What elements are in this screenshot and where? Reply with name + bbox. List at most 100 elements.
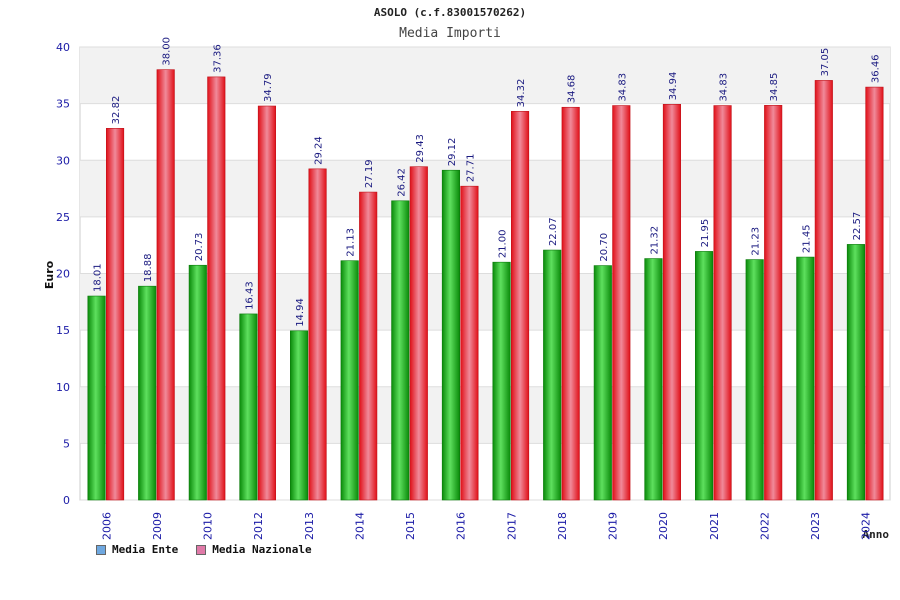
legend-label-media-nazionale: Media Nazionale <box>212 543 312 556</box>
bar-media-ente-2021 <box>695 251 714 501</box>
data-label: 14.94 <box>295 298 306 327</box>
data-label: 34.94 <box>668 72 679 101</box>
data-label: 21.00 <box>498 230 509 259</box>
bar-media-ente-2015 <box>391 200 410 501</box>
x-tick-label-2022: 2022 <box>758 512 771 540</box>
legend-swatch-media-nazionale <box>196 544 207 555</box>
y-tick-label: 20 <box>56 268 70 281</box>
bar-media-ente-2006 <box>87 295 106 501</box>
x-tick-label-2013: 2013 <box>303 512 316 540</box>
data-label: 37.05 <box>820 48 831 77</box>
data-label: 26.42 <box>396 168 407 197</box>
x-tick-label-2009: 2009 <box>151 512 164 540</box>
y-tick-label: 40 <box>56 41 70 54</box>
data-label: 22.57 <box>852 212 863 241</box>
chart-title: ASOLO (c.f.83001570262) <box>373 6 527 19</box>
x-tick-label-2016: 2016 <box>455 512 468 540</box>
legend-swatch-media-ente <box>96 544 106 555</box>
bar-media-ente-2009 <box>138 285 157 501</box>
data-label: 22.07 <box>548 217 559 246</box>
data-label: 21.45 <box>801 224 812 253</box>
bar-media-ente-2010 <box>188 264 207 501</box>
x-axis-label: Anno <box>863 528 890 541</box>
bar-media-nazionale-2016 <box>460 185 479 501</box>
data-label: 21.95 <box>700 219 711 248</box>
bar-media-nazionale-2020 <box>662 104 681 501</box>
y-tick-label: 35 <box>56 98 70 111</box>
bar-media-ente-2024 <box>846 244 865 501</box>
data-label: 34.85 <box>769 73 780 102</box>
x-tick-label-2012: 2012 <box>252 512 265 540</box>
y-tick-label: 30 <box>56 154 70 167</box>
x-tick-label-2021: 2021 <box>708 512 721 540</box>
bar-media-nazionale-2009 <box>156 69 175 501</box>
x-tick-label-2023: 2023 <box>809 512 822 540</box>
x-tick-label-2014: 2014 <box>353 512 366 540</box>
bar-media-ente-2014 <box>340 260 359 501</box>
bar-media-nazionale-2010 <box>207 76 226 501</box>
bar-media-ente-2017 <box>492 261 511 501</box>
data-label: 18.88 <box>143 254 154 283</box>
bar-media-nazionale-2015 <box>409 166 428 501</box>
bar-media-ente-2023 <box>796 256 815 501</box>
data-label: 21.32 <box>649 226 660 255</box>
x-tick-label-2017: 2017 <box>505 512 518 540</box>
bar-media-nazionale-2021 <box>713 105 732 501</box>
legend: Media Ente Media Nazionale <box>96 543 312 556</box>
data-label: 21.23 <box>751 227 762 256</box>
data-label: 20.70 <box>599 233 610 262</box>
bar-media-ente-2022 <box>745 259 764 501</box>
bar-media-ente-2018 <box>543 249 562 501</box>
data-label: 34.68 <box>567 75 578 104</box>
data-label: 34.32 <box>516 79 527 108</box>
bar-media-nazionale-2006 <box>106 128 125 501</box>
data-label: 29.43 <box>415 134 426 163</box>
data-label: 20.73 <box>194 233 205 262</box>
data-label: 29.12 <box>447 138 458 167</box>
data-label: 27.71 <box>465 154 476 183</box>
data-label: 16.43 <box>244 281 255 310</box>
bar-media-nazionale-2014 <box>359 191 378 501</box>
bar-media-ente-2013 <box>290 330 309 501</box>
y-tick-label: 10 <box>56 381 70 394</box>
bar-media-ente-2016 <box>441 169 460 501</box>
y-tick-label: 5 <box>63 437 70 450</box>
legend-label-media-ente: Media Ente <box>112 543 179 556</box>
data-label: 21.13 <box>346 228 357 257</box>
bar-media-nazionale-2019 <box>612 105 631 501</box>
data-label: 36.46 <box>870 54 881 83</box>
bar-media-nazionale-2018 <box>561 106 580 501</box>
bar-media-ente-2019 <box>593 265 612 501</box>
bar-media-nazionale-2013 <box>308 168 327 501</box>
bar-media-nazionale-2017 <box>511 111 530 501</box>
x-tick-label-2019: 2019 <box>607 512 620 540</box>
x-tick-label-2024: 2024 <box>860 512 873 540</box>
data-label: 34.79 <box>263 73 274 102</box>
data-label: 27.19 <box>364 159 375 188</box>
data-label: 38.00 <box>162 37 173 66</box>
x-tick-label-2020: 2020 <box>657 512 670 540</box>
legend-item-media-ente: Media Ente <box>96 543 178 556</box>
x-tick-label-2010: 2010 <box>202 512 215 540</box>
data-label: 37.36 <box>212 44 223 73</box>
y-tick-label: 25 <box>56 211 70 224</box>
bar-media-nazionale-2023 <box>814 80 833 501</box>
y-axis-label: Euro <box>43 260 56 289</box>
x-tick-label-2006: 2006 <box>100 512 113 540</box>
y-tick-label: 0 <box>63 494 70 507</box>
data-label: 34.83 <box>617 73 628 102</box>
bar-media-nazionale-2022 <box>764 105 783 501</box>
bar-media-ente-2012 <box>239 313 258 501</box>
y-tick-label: 15 <box>56 324 70 337</box>
bar-media-nazionale-2024 <box>865 86 884 501</box>
data-label: 18.01 <box>93 263 104 292</box>
x-tick-label-2018: 2018 <box>556 512 569 540</box>
data-label: 34.83 <box>719 73 730 102</box>
legend-item-media-nazionale: Media Nazionale <box>196 543 312 556</box>
data-label: 29.24 <box>314 136 325 165</box>
bar-media-nazionale-2012 <box>257 105 276 501</box>
x-tick-label-2015: 2015 <box>404 512 417 540</box>
chart-subtitle: Media Importi <box>399 26 501 41</box>
data-label: 32.82 <box>111 96 122 125</box>
